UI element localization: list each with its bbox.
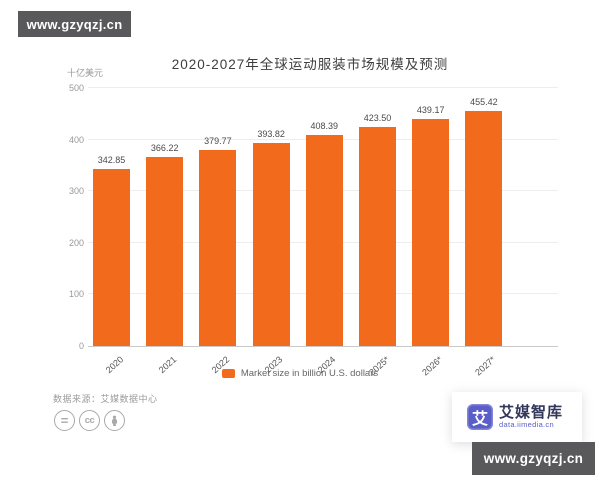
iimedia-logo-text: 艾媒智库 data.iimedia.cn [499, 403, 564, 430]
bar-2026* [412, 119, 450, 346]
iimedia-logo-icon: 艾 [467, 404, 493, 430]
bar-value-label: 393.82 [257, 128, 285, 139]
bar-value-label: 408.39 [310, 121, 339, 132]
y-axis-tick-label: 0 [78, 341, 84, 351]
iimedia-logo-title: 艾媒智库 [499, 403, 564, 421]
chart-title: 2020-2027年全球运动服装市场规模及预测 [171, 57, 449, 72]
person-icon [104, 410, 125, 431]
bar-value-label: 439.17 [416, 105, 445, 116]
cc-icon: cc [79, 410, 100, 431]
y-axis-tick-label: 400 [68, 134, 84, 145]
bar-2024 [305, 135, 343, 346]
y-axis-unit-label: 十亿美元 [67, 68, 104, 78]
bar-2025* [359, 127, 396, 346]
chart-legend: Market size in billion U.S. dollars [0, 368, 600, 379]
iimedia-logo-url: data.iimedia.cn [499, 420, 554, 430]
y-axis-tick-label: 300 [68, 186, 84, 197]
iimedia-logo: 艾 艾媒智库 data.iimedia.cn [452, 392, 582, 442]
y-axis-tick-label: 200 [68, 237, 84, 248]
watermark-top: www.gzyqzj.cn [18, 11, 131, 37]
bar-value-label: 423.50 [363, 113, 392, 124]
bar-value-label: 342.85 [97, 155, 126, 166]
gridline [88, 87, 558, 88]
watermark-bottom: www.gzyqzj.cn [472, 442, 595, 475]
bar-2027* [465, 111, 503, 346]
data-source-text: 数据来源：艾媒数据中心 [53, 394, 158, 404]
y-axis-tick-label: 500 [68, 83, 84, 93]
equals-icon: = [54, 410, 75, 431]
bar-2021 [146, 157, 184, 346]
bar-value-label: 379.77 [204, 136, 232, 147]
legend-color-swatch [221, 369, 235, 378]
bar-value-label: 455.42 [470, 97, 498, 107]
bar-value-label: 366.22 [150, 143, 179, 154]
bar-2023 [252, 142, 290, 346]
y-axis-tick-label: 100 [68, 289, 84, 300]
bar-2020 [93, 169, 130, 346]
bar-chart-plot: 0 100 200 300 400 500 342.85 2020 366.22 2021 379.… [69, 83, 558, 377]
legend-label: Market size in billion U.S. dollars [240, 368, 379, 379]
license-icon-row: = cc [54, 410, 129, 431]
bar-2022 [199, 150, 237, 346]
